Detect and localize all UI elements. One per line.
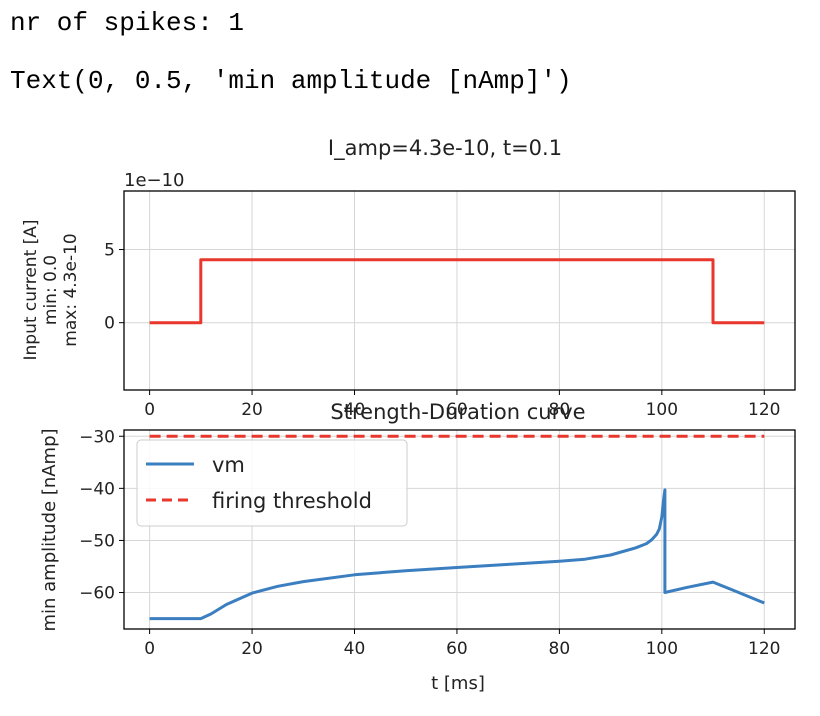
bottom-x-tick-label: 80: [549, 639, 571, 659]
top-x-tick-label: 60: [446, 400, 468, 420]
bottom-series-line-vm: [149, 488, 765, 621]
top-y-axis-label-line: min: 0.0: [41, 255, 61, 325]
output-line-text-repr: Text(0, 0.5, 'min amplitude [nAmp]'): [10, 66, 572, 96]
top-series-line-0: [149, 258, 765, 325]
legend: vm firing threshold: [136, 439, 408, 527]
bottom-y-tick-label: −60: [79, 584, 115, 604]
top-x-tick-label: 40: [344, 400, 366, 420]
top-x-tick-label: 80: [549, 400, 571, 420]
legend-label-vm: vm: [212, 453, 245, 477]
top-y-tick-label: 0: [104, 314, 115, 334]
top-axes-frame: [123, 190, 796, 391]
top-y-axis-label-line: Input current [A]: [21, 219, 41, 360]
legend-box: [136, 439, 408, 527]
top-x-tick-label: 120: [748, 400, 780, 420]
top-chart-title: I_amp=4.3e-10, t=0.1: [328, 136, 562, 161]
bottom-x-tick-label: 120: [748, 639, 780, 659]
top-x-tick-label: 0: [144, 400, 155, 420]
top-y-axis-label-line: max: 4.3e-10: [61, 233, 81, 346]
bottom-x-tick-label: 20: [241, 639, 263, 659]
bottom-x-tick-label: 100: [646, 639, 678, 659]
bottom-x-axis-label: t [ms]: [431, 673, 485, 694]
top-x-tick-label: 20: [241, 400, 263, 420]
legend-label-firing-threshold: firing threshold: [212, 489, 372, 513]
bottom-y-tick-label: −40: [79, 479, 115, 499]
bottom-x-tick-label: 60: [446, 639, 468, 659]
output-line-spikes: nr of spikes: 1: [10, 8, 245, 38]
top-x-tick-label: 100: [646, 400, 678, 420]
top-y-tick-label: 5: [104, 241, 115, 261]
bottom-chart-title: Strength-Duration curve: [330, 400, 585, 424]
bottom-y-tick-label: −50: [79, 531, 115, 551]
bottom-axes-frame: [123, 429, 796, 630]
bottom-y-tick-label: −30: [79, 427, 115, 447]
bottom-x-tick-label: 40: [344, 639, 366, 659]
top-offset-text: 1e−10: [124, 170, 185, 191]
bottom-y-axis-label: min amplitude [nAmp]: [39, 428, 60, 631]
bottom-x-tick-label: 0: [144, 639, 155, 659]
